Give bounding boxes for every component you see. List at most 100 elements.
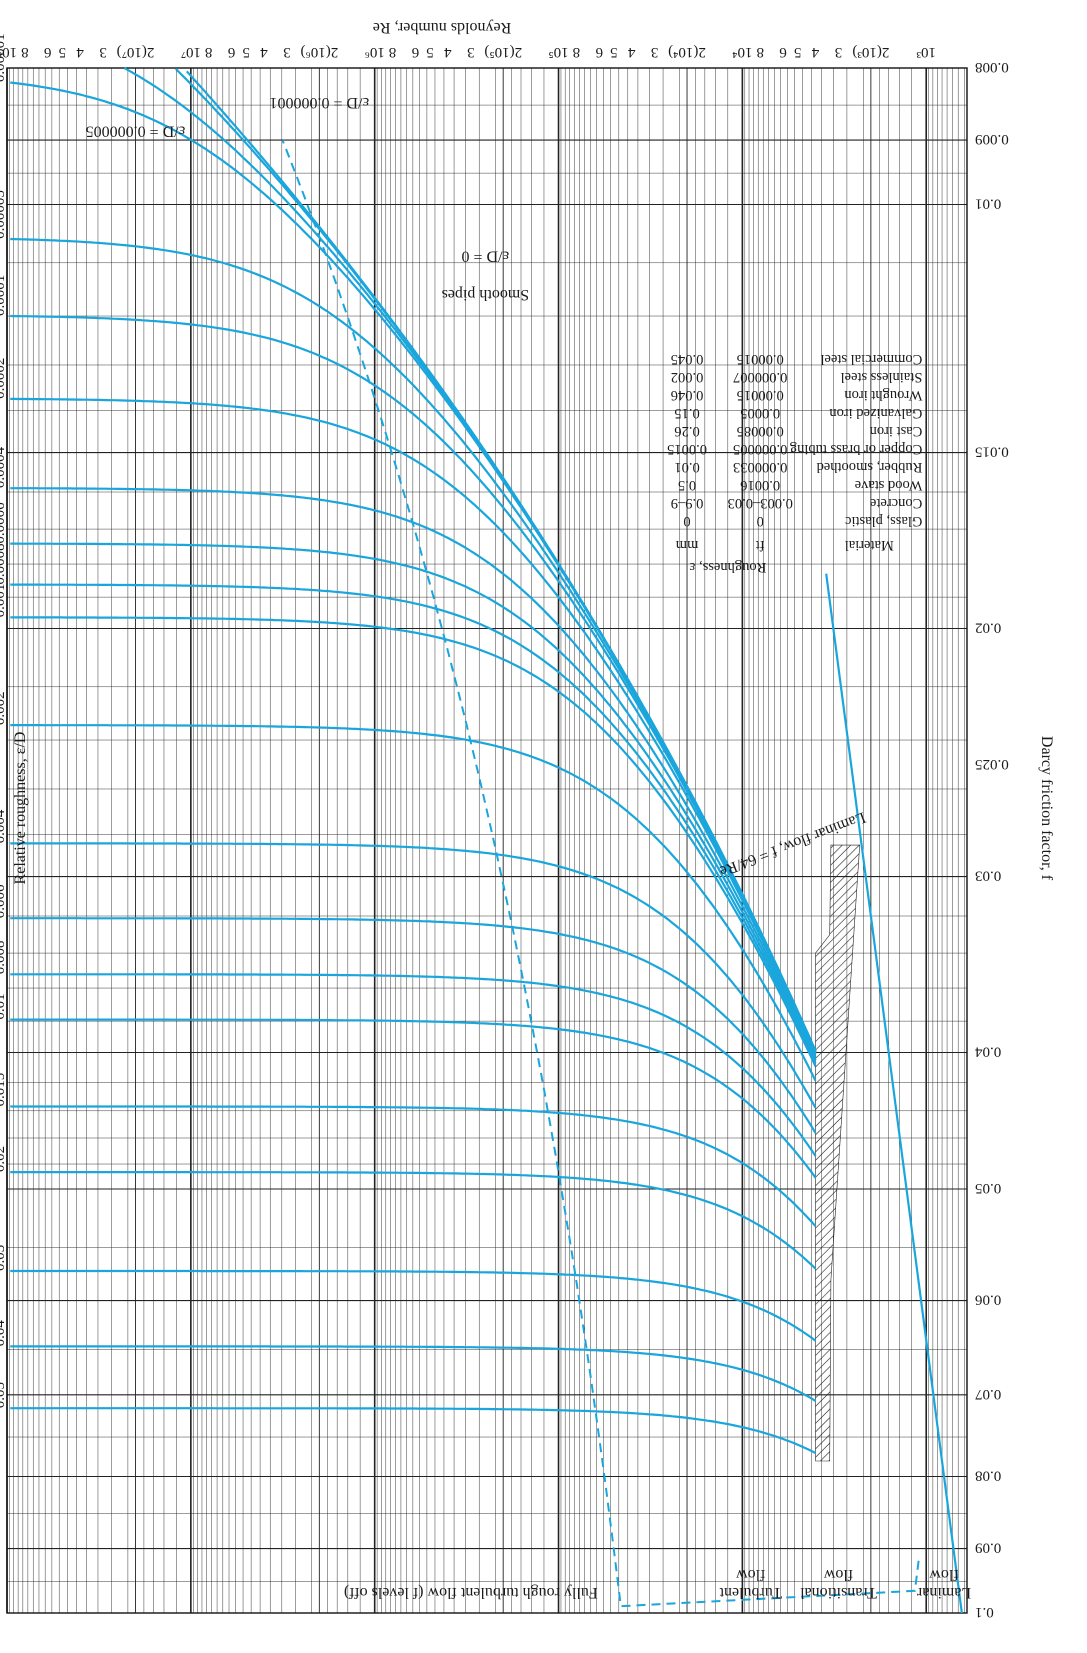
table-cell-ft: 0.0005: [740, 405, 780, 421]
x-tick-label: 10⁴: [732, 44, 752, 60]
x-tick-label: 8: [389, 44, 397, 60]
table-cell-ft: 0.0016: [740, 477, 780, 493]
roughness-curve: [10, 583, 817, 1064]
x-tick-label: 6: [227, 44, 235, 60]
relative-roughness-label: 0.001: [0, 584, 8, 618]
table-cell-ft: 0.000033: [733, 459, 787, 475]
table-cell-material: Cast iron: [869, 423, 923, 439]
region-laminar-label: Laminar: [916, 1584, 971, 1601]
table-cell-ft: 0.000007: [733, 369, 787, 385]
y-tick-label: 0.009: [975, 131, 1009, 147]
x-tick-label: 8: [756, 44, 764, 60]
relative-roughness-label: 0.00001: [0, 33, 8, 82]
relative-roughness-label: 0.05: [0, 1382, 8, 1408]
relative-roughness-label: 0.03: [0, 1245, 8, 1271]
roughness-curve: [10, 724, 817, 1082]
y-tick-label: 0.08: [975, 1468, 1001, 1484]
x-tick-label: 6: [44, 44, 52, 60]
x-tick-label: 3: [467, 44, 475, 60]
smooth-pipes-label: Smooth pipes: [442, 286, 530, 303]
table-header-mm: mm: [675, 537, 698, 553]
y-tick-label: 0.06: [975, 1292, 1002, 1308]
relative-roughness-label: 0.015: [0, 1073, 8, 1107]
table-cell-ft: 0.00015: [737, 387, 784, 403]
y-tick-label: 0.04: [975, 1044, 1002, 1060]
table-header-ft: ft: [756, 537, 765, 553]
table-cell-material: Concrete: [870, 495, 922, 511]
x-tick-label: 5: [610, 44, 618, 60]
x-tick-label: 6: [411, 44, 419, 60]
roughness-curve: [10, 1269, 817, 1342]
roughness-curve: [10, 1407, 816, 1454]
roughness-curve: [10, 1018, 817, 1179]
roughness-curve: [10, 314, 817, 1054]
y-tick-label: 0.02: [975, 619, 1001, 635]
table-cell-material: Wrought iron: [844, 387, 923, 403]
x-tick-label: 8: [573, 44, 581, 60]
x-tick-label: 6: [779, 44, 787, 60]
relative-roughness-label: 0.01: [0, 993, 8, 1019]
y-tick-label: 0.03: [975, 868, 1001, 884]
x-tick-label: 10⁵: [548, 44, 568, 60]
roughness-curve: [10, 917, 817, 1134]
relative-roughness-label: 0.0006: [0, 502, 8, 544]
table-cell-ft: 0.00015: [737, 351, 784, 367]
x-tick-label: 4: [260, 44, 268, 60]
y2-axis-label: Relative roughness, ε/D: [12, 732, 29, 885]
table-cell-material: Wood stave: [855, 477, 923, 493]
x-tick-label: 4: [76, 44, 84, 60]
x-tick-label: 2(10⁴): [668, 44, 706, 60]
x-tick-label: 4: [627, 44, 635, 60]
x-tick-label: 2(10⁶): [300, 44, 338, 60]
smooth-pipes-ed-label: ε/D = 0: [461, 248, 509, 265]
table-cell-mm: 0.26: [674, 423, 699, 439]
x-tick-label: 3: [283, 44, 291, 60]
transition-zone: [815, 844, 861, 1462]
x-tick-label: 5: [794, 44, 802, 60]
x-tick-label: 10⁶: [365, 44, 385, 60]
x-tick-label: 10⁸: [0, 44, 17, 60]
x-tick-label: 3: [835, 44, 843, 60]
x-tick-label: 2(10⁵): [484, 44, 522, 60]
region-laminar-label-2: flow: [929, 1566, 959, 1583]
laminar-line: [825, 573, 963, 1614]
table-cell-mm: 0.5: [678, 477, 696, 493]
roughness-curve: [185, 70, 817, 1052]
table-title: Roughness, ε: [689, 559, 766, 575]
region-turbulent-label: Turbulent: [719, 1584, 782, 1601]
region-transitional-label: Transitional: [800, 1584, 877, 1601]
y-tick-labels: 0.1 0.09 0.08 0.07 0.06 0.05 0.04 0.03 0.025 0.02…: [975, 59, 1009, 1620]
y-tick-label: 0.015: [975, 444, 1009, 460]
y-axis-label: Darcy friction factor, f: [1038, 736, 1055, 881]
relative-roughness-label: 0.0001: [0, 275, 8, 316]
roughness-table: Roughness, ε Material ft mm Glass, plastic 0 0…: [667, 351, 922, 575]
x-tick-label: 8: [21, 44, 29, 60]
x-tick-label: 2(10⁷): [117, 44, 155, 60]
table-cell-mm: 0.9–9: [671, 495, 704, 511]
relative-roughness-label: 0.006: [0, 884, 8, 918]
plot-frame: [6, 67, 968, 1614]
table-cell-material: Stainless steel: [841, 369, 923, 385]
x-tick-label: 2(10³): [852, 44, 889, 60]
x-tick-label: 10⁷: [181, 44, 201, 60]
table-cell-material: Copper or brass tubing: [790, 441, 923, 457]
fully-rough-boundary: [281, 139, 920, 1608]
x-tick-label: 3: [99, 44, 107, 60]
y-tick-label: 0.1: [975, 1604, 994, 1620]
x-tick-label: 5: [426, 44, 434, 60]
chart-grid: [6, 67, 968, 1614]
chart-curves: [10, 67, 963, 1614]
x-tick-label: 5: [59, 44, 67, 60]
roughness-curve: [10, 397, 817, 1055]
relative-roughness-labels: 0.05 0.04 0.03 0.02 0.015 0.01 0.008 0.006 0.004…: [0, 33, 8, 1408]
region-transitional-label-2: flow: [823, 1566, 853, 1583]
table-cell-ft: 0.003–0.03: [728, 495, 793, 511]
table-cell-mm: 0.0015: [667, 441, 707, 457]
table-cell-ft: 0.000005: [733, 441, 787, 457]
relative-roughness-label: 0.004: [0, 809, 8, 843]
relative-roughness-label: 0.0002: [0, 358, 8, 399]
x-axis-label: Reynolds number, Re: [373, 19, 511, 36]
table-cell-mm: 0.002: [671, 369, 704, 385]
x-tick-label: 6: [595, 44, 603, 60]
x-tick-label: 10³: [916, 44, 936, 60]
